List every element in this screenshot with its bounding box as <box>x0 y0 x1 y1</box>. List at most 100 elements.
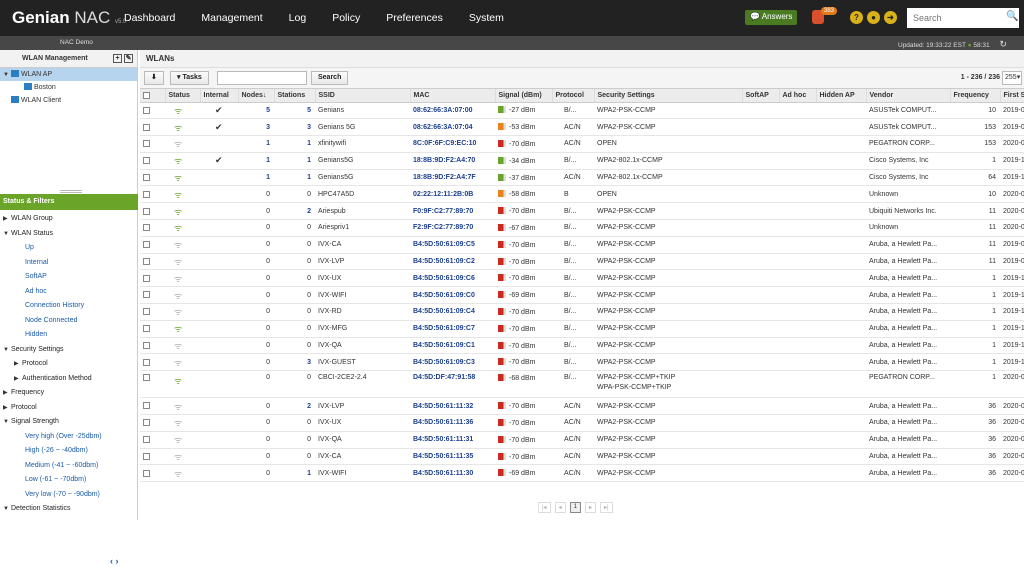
stations-cell[interactable]: 0 <box>274 337 315 355</box>
expand-arrow-icon[interactable]: ▼ <box>3 230 9 237</box>
table-row[interactable]: ᯤ 0 0 IVX-QA B4:5D:50:61:11:31 -70 dBm AC/N WPA… <box>140 431 1024 449</box>
row-checkbox[interactable] <box>143 325 150 333</box>
tree-item[interactable]: ▼ WLAN AP <box>0 68 137 81</box>
stations-cell[interactable]: 0 <box>274 253 315 271</box>
nodes-cell[interactable]: 0 <box>238 397 274 416</box>
mac-cell[interactable]: 08:62:66:3A:07:04 <box>410 118 495 137</box>
row-checkbox[interactable] <box>143 140 150 148</box>
mac-cell[interactable]: B4:5D:50:61:09:C1 <box>410 337 495 355</box>
table-row[interactable]: ᯤ ✔ 5 5 Genians 08:62:66:3A:07:00 -27 dBm B/...… <box>140 102 1024 120</box>
stations-cell[interactable]: 3 <box>274 118 315 137</box>
filter-item[interactable]: ▶ Frequency <box>0 386 138 401</box>
filter-item[interactable]: Very low (-70 ~ -90dbm) <box>0 488 138 503</box>
nodes-cell[interactable]: 0 <box>238 414 274 432</box>
column-header[interactable]: Ad hoc <box>779 89 817 103</box>
tasks-button[interactable]: ▾ Tasks <box>170 71 209 85</box>
nodes-cell[interactable]: 1 <box>238 169 274 187</box>
row-checkbox[interactable] <box>143 257 150 265</box>
table-row[interactable]: ᯤ 0 0 Ariespriv1 F2:9F:C2:77:89:70 -67 dBm B/.… <box>140 219 1024 237</box>
help-icon[interactable]: ? <box>850 11 863 24</box>
nav-item-log[interactable]: Log <box>288 12 307 24</box>
column-header[interactable]: MAC <box>410 89 496 103</box>
per-page-select[interactable]: 255▾ <box>1002 71 1022 85</box>
stations-cell[interactable]: 0 <box>274 320 315 338</box>
tree-item[interactable]: WLAN Client <box>0 94 137 107</box>
filter-item[interactable]: Internal <box>0 256 138 271</box>
row-checkbox[interactable] <box>143 452 150 460</box>
nodes-cell[interactable]: 1 <box>238 152 274 170</box>
filter-item[interactable]: Ad hoc <box>0 285 138 300</box>
filter-item[interactable]: SoftAP <box>0 270 138 285</box>
mac-cell[interactable]: B4:5D:50:61:11:31 <box>410 431 495 449</box>
logout-icon[interactable]: ➜ <box>884 11 897 24</box>
mac-cell[interactable]: B4:5D:50:61:09:C5 <box>410 236 495 254</box>
table-row[interactable]: ᯤ 0 2 IVX-LVP B4:5D:50:61:11:32 -70 dBm AC/N WP… <box>140 397 1024 416</box>
table-search-input[interactable] <box>217 71 307 85</box>
mac-cell[interactable]: B4:5D:50:61:09:C3 <box>410 353 495 372</box>
filter-item[interactable]: Very high (Over -25dbm) <box>0 430 138 445</box>
stations-cell[interactable]: 0 <box>274 269 315 288</box>
filter-item[interactable]: High (-26 ~ -40dbm) <box>0 444 138 459</box>
nodes-cell[interactable]: 0 <box>238 320 274 338</box>
stations-cell[interactable]: 5 <box>274 102 315 120</box>
brand-logo[interactable]: Genian NAC v5.0 <box>12 8 126 28</box>
tree-item[interactable]: Boston <box>0 81 137 94</box>
table-row[interactable]: ᯤ ✔ 1 1 Genians5G 18:8B:9D:F2:A4:70 -34 dBm B/.… <box>140 152 1024 170</box>
prev-page-button[interactable]: ◂ <box>554 502 566 513</box>
mac-cell[interactable]: 18:8B:9D:F2:A4:70 <box>410 152 495 170</box>
stations-cell[interactable]: 0 <box>274 236 315 254</box>
table-row[interactable]: ᯤ 0 1 IVX-WIFI B4:5D:50:61:11:30 -69 dBm AC/N W… <box>140 464 1024 483</box>
table-row[interactable]: ᯤ 0 3 IVX-GUEST B4:5D:50:61:09:C3 -70 dBm B/..… <box>140 353 1024 372</box>
alert-count-badge[interactable]: 383 <box>821 7 838 15</box>
global-search-input[interactable] <box>907 8 1019 28</box>
expand-arrow-icon[interactable]: ▼ <box>3 506 9 512</box>
expand-arrow-icon[interactable]: ▼ <box>3 346 9 353</box>
column-header[interactable]: First Se <box>1000 89 1024 103</box>
table-row[interactable]: ᯤ 0 2 Ariespub F0:9F:C2:77:89:70 -70 dBm B/...… <box>140 202 1024 221</box>
nodes-cell[interactable]: 0 <box>238 303 274 321</box>
row-checkbox[interactable] <box>143 358 150 366</box>
filter-item[interactable]: ▼ Detection Statistics <box>0 502 138 517</box>
column-header[interactable]: Nodes↓ <box>238 89 275 103</box>
row-checkbox[interactable] <box>143 436 150 444</box>
expand-arrow-icon[interactable]: ▶ <box>3 216 8 222</box>
row-checkbox[interactable] <box>143 123 150 131</box>
table-search-button[interactable]: Search <box>311 71 349 85</box>
search-icon[interactable]: 🔍 <box>1006 11 1019 22</box>
mac-cell[interactable]: B4:5D:50:61:11:30 <box>410 464 495 483</box>
expand-arrow-icon[interactable]: ▶ <box>3 404 8 411</box>
table-row[interactable]: ᯤ ✔ 3 3 Genians 5G 08:62:66:3A:07:04 -53 dBm AC… <box>140 118 1024 137</box>
table-row[interactable]: ᯤ 0 0 IVX-CA B4:5D:50:61:11:35 -70 dBm AC/N WPA… <box>140 448 1024 466</box>
row-checkbox[interactable] <box>143 241 150 249</box>
mac-cell[interactable]: 08:62:66:3A:07:00 <box>410 102 495 120</box>
column-header[interactable]: Internal <box>200 89 239 103</box>
row-checkbox[interactable] <box>143 374 150 382</box>
nodes-cell[interactable]: 0 <box>238 464 274 483</box>
add-group-icon[interactable]: + <box>113 54 122 63</box>
next-page-button[interactable]: ▸ <box>584 502 596 513</box>
mac-cell[interactable]: B4:5D:50:61:09:C6 <box>410 269 495 288</box>
table-row[interactable]: ᯤ 0 0 IVX-LVP B4:5D:50:61:09:C2 -70 dBm B/... W… <box>140 253 1024 271</box>
stations-cell[interactable]: 0 <box>274 185 315 204</box>
refresh-icon[interactable]: ↻ <box>999 39 1008 49</box>
mac-cell[interactable]: B4:5D:50:61:09:C4 <box>410 303 495 321</box>
row-checkbox[interactable] <box>143 341 150 349</box>
mac-cell[interactable]: 02:22:12:11:2B:0B <box>410 185 495 204</box>
nav-item-preferences[interactable]: Preferences <box>386 12 443 24</box>
mac-cell[interactable]: B4:5D:50:61:09:C7 <box>410 320 495 338</box>
stations-cell[interactable]: 0 <box>274 414 315 432</box>
stations-cell[interactable]: 0 <box>274 303 315 321</box>
row-checkbox[interactable] <box>143 157 150 165</box>
mac-cell[interactable]: B4:5D:50:61:09:C0 <box>410 286 495 305</box>
nodes-cell[interactable]: 0 <box>238 269 274 288</box>
stations-cell[interactable]: 0 <box>274 431 315 449</box>
nodes-cell[interactable]: 0 <box>238 370 274 399</box>
mac-cell[interactable]: D4:5D:DF:47:91:58 <box>410 370 495 399</box>
filter-item[interactable]: ▼ Signal Strength <box>0 415 138 430</box>
table-row[interactable]: ᯤ 0 0 IVX-UX B4:5D:50:61:11:36 -70 dBm AC/N WPA… <box>140 414 1024 432</box>
nodes-cell[interactable]: 0 <box>238 286 274 305</box>
row-checkbox[interactable] <box>143 224 150 232</box>
mac-cell[interactable]: B4:5D:50:61:11:36 <box>410 414 495 432</box>
nodes-cell[interactable]: 5 <box>238 102 274 120</box>
table-row[interactable]: ᯤ 0 0 CBCI-2CE2-2.4 D4:5D:DF:47:91:58 -68 dBm… <box>140 370 1024 399</box>
